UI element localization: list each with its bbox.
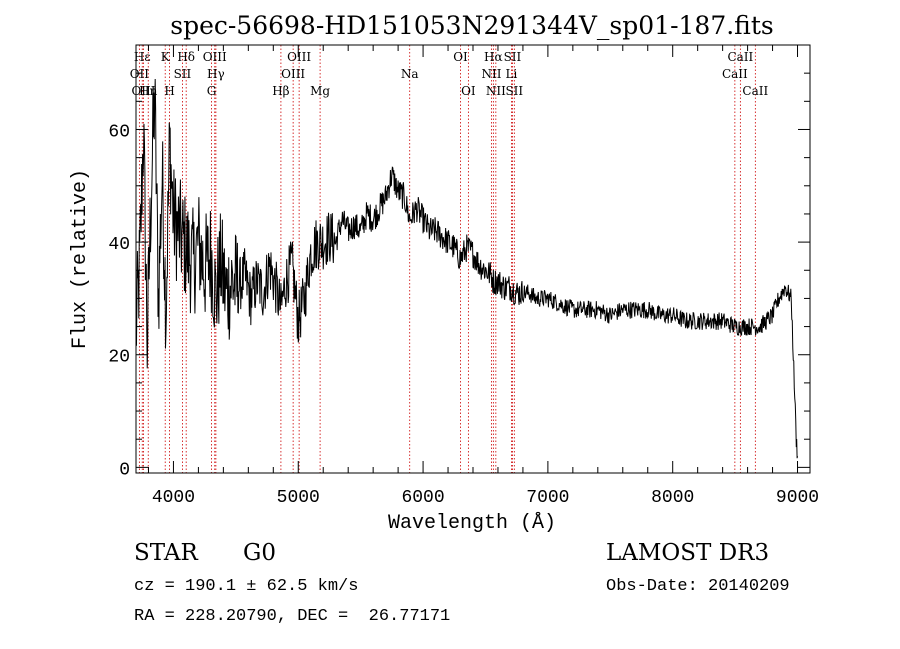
y-tick-label-1: 20 [108, 348, 130, 368]
x-tick-label-4: 8000 [651, 488, 694, 508]
spectral-line-label-12: OIII [287, 50, 311, 64]
spectral-line-label-13: OIII [281, 67, 305, 81]
spectral-line-label-7: Hδ [177, 50, 195, 64]
redshift-value: cz = 190.1 ± 62.5 km/s [134, 577, 358, 596]
spectral-line-markers [138, 45, 756, 473]
object-class: STAR [134, 540, 198, 566]
spectral-line-label-0: OII [130, 67, 150, 81]
spectral-line-label-1: Hε [134, 50, 151, 64]
axis-ticks: 4000 5000 6000 7000 8000 9000 0 20 40 60 [108, 45, 819, 508]
spectral-line-label-4: K [161, 50, 171, 64]
spectral-line-label-25: CaII [722, 67, 748, 81]
spectral-line-label-17: OI [461, 84, 476, 98]
spectral-line-label-24: CaII [727, 50, 753, 64]
spectral-line-label-9: Hγ [207, 67, 225, 81]
spectral-line-label-11: Hβ [272, 84, 289, 98]
spectral-line-label-26: CaII [742, 84, 768, 98]
spectral-line-label-19: NII [481, 67, 501, 81]
spectral-line-label-8: OIII [203, 50, 227, 64]
spectral-line-label-6: SII [174, 67, 192, 81]
spectral-line-label-22: Li [506, 67, 518, 81]
survey-name: LAMOST DR3 [606, 540, 769, 566]
y-tick-label-3: 60 [108, 122, 130, 142]
observation-date: Obs-Date: 20140209 [606, 577, 790, 596]
spectral-line-label-18: Hα [484, 50, 503, 64]
spectral-line-label-21: SII [504, 50, 522, 64]
chart-title: spec-56698-HD151053N291344V_sp01-187.fit… [170, 11, 774, 40]
spectral-line-label-23: SII [505, 84, 523, 98]
spectral-line-label-2: OIII [131, 84, 155, 98]
spectral-line-label-15: Na [401, 67, 419, 81]
x-tick-label-0: 4000 [152, 488, 195, 508]
x-axis-label: Wavelength (Å) [388, 512, 556, 535]
x-tick-label-5: 9000 [776, 488, 819, 508]
object-subclass: G0 [243, 540, 276, 566]
spectral-line-label-5: H [164, 84, 174, 98]
x-tick-label-1: 5000 [277, 488, 320, 508]
y-tick-label-0: 0 [119, 460, 130, 480]
spectral-line-label-16: OI [453, 50, 468, 64]
spectral-line-label-10: G [207, 84, 217, 98]
spectral-line-label-14: Mg [310, 84, 330, 98]
x-tick-label-3: 7000 [526, 488, 569, 508]
x-tick-label-2: 6000 [401, 488, 444, 508]
spectral-line-label-20: NII [486, 84, 506, 98]
flux-series-line [136, 78, 799, 459]
y-tick-label-2: 40 [108, 235, 130, 255]
coordinates: RA = 228.20790, DEC = 26.77171 [134, 607, 450, 626]
y-axis-label: Flux (relative) [69, 169, 92, 349]
